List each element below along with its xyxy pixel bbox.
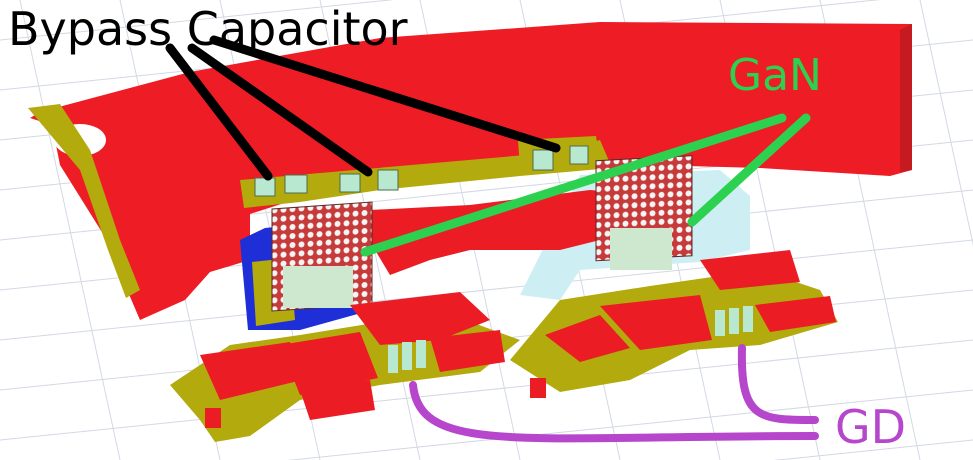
gan-callout-lines	[360, 113, 811, 257]
bypass-cap-3	[532, 145, 589, 171]
bypass-callout-lines	[165, 35, 561, 181]
gan-label: GaN	[728, 50, 822, 101]
gd-label: GD	[835, 400, 907, 454]
gd-callout-lines	[409, 344, 819, 443]
gate-driver-right	[510, 250, 838, 398]
bypass-cap-2	[339, 169, 399, 193]
gate-driver-left	[170, 292, 520, 442]
bypass-capacitor-label: Bypass Capacitor	[8, 2, 408, 56]
gan-device-right	[595, 155, 693, 270]
gan-device-left	[271, 201, 373, 312]
